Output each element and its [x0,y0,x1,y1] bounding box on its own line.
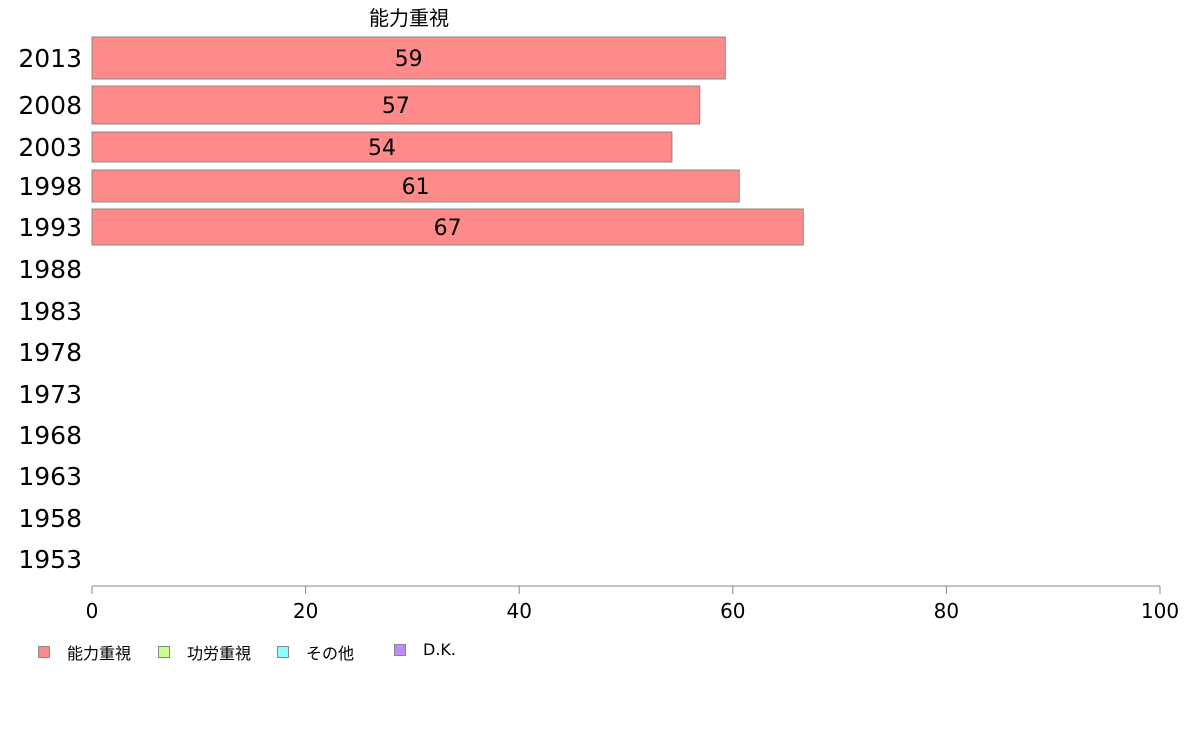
bar [91,208,804,246]
legend-item-dk: D.K. [394,640,456,659]
x-tick-label: 60 [720,599,745,623]
y-tick-label: 1998 [18,172,82,201]
x-tick-label: 40 [506,599,531,623]
bar [91,85,701,125]
x-tick-label: 80 [934,599,959,623]
bar-value-label: 54 [368,136,396,161]
y-tick-label: 1988 [18,255,82,284]
legend-swatch-dk [394,643,406,656]
legend-swatch-other [277,646,289,658]
bar-value-label: 59 [395,47,423,72]
bar-value-label: 57 [382,94,410,119]
y-tick-label: 1953 [18,545,82,574]
y-tick-label: 2003 [18,133,82,162]
bar [91,169,740,203]
y-tick-label: 1978 [18,338,82,367]
y-tick-label: 1958 [18,504,82,533]
legend-label-other: その他 [306,644,355,663]
x-tick-label: 0 [86,599,99,623]
legend-item-other: その他 [277,640,354,664]
chart-title: 能力重視 [369,6,449,30]
legend-swatch-merit [158,646,170,658]
y-tick-label: 2008 [18,91,82,120]
y-tick-label: 2013 [18,44,82,73]
y-tick-label: 1973 [18,380,82,409]
legend-label-ability: 能力重視 [67,644,132,663]
y-tick-label: 1993 [18,213,82,242]
bar-value-label: 61 [402,175,430,200]
legend-item-merit: 功労重視 [158,640,251,664]
bar [91,131,673,163]
x-tick-label: 100 [1141,599,1179,623]
bar-value-label: 67 [434,216,462,241]
legend-label-dk: D.K. [423,640,456,659]
y-tick-label: 1968 [18,421,82,450]
bar [91,36,726,80]
y-tick-label: 1963 [18,462,82,491]
legend-swatch-ability [38,646,50,658]
legend-item-ability: 能力重視 [38,640,131,664]
y-tick-label: 1983 [18,297,82,326]
x-tick-label: 20 [293,599,318,623]
legend-label-merit: 功労重視 [187,644,252,663]
